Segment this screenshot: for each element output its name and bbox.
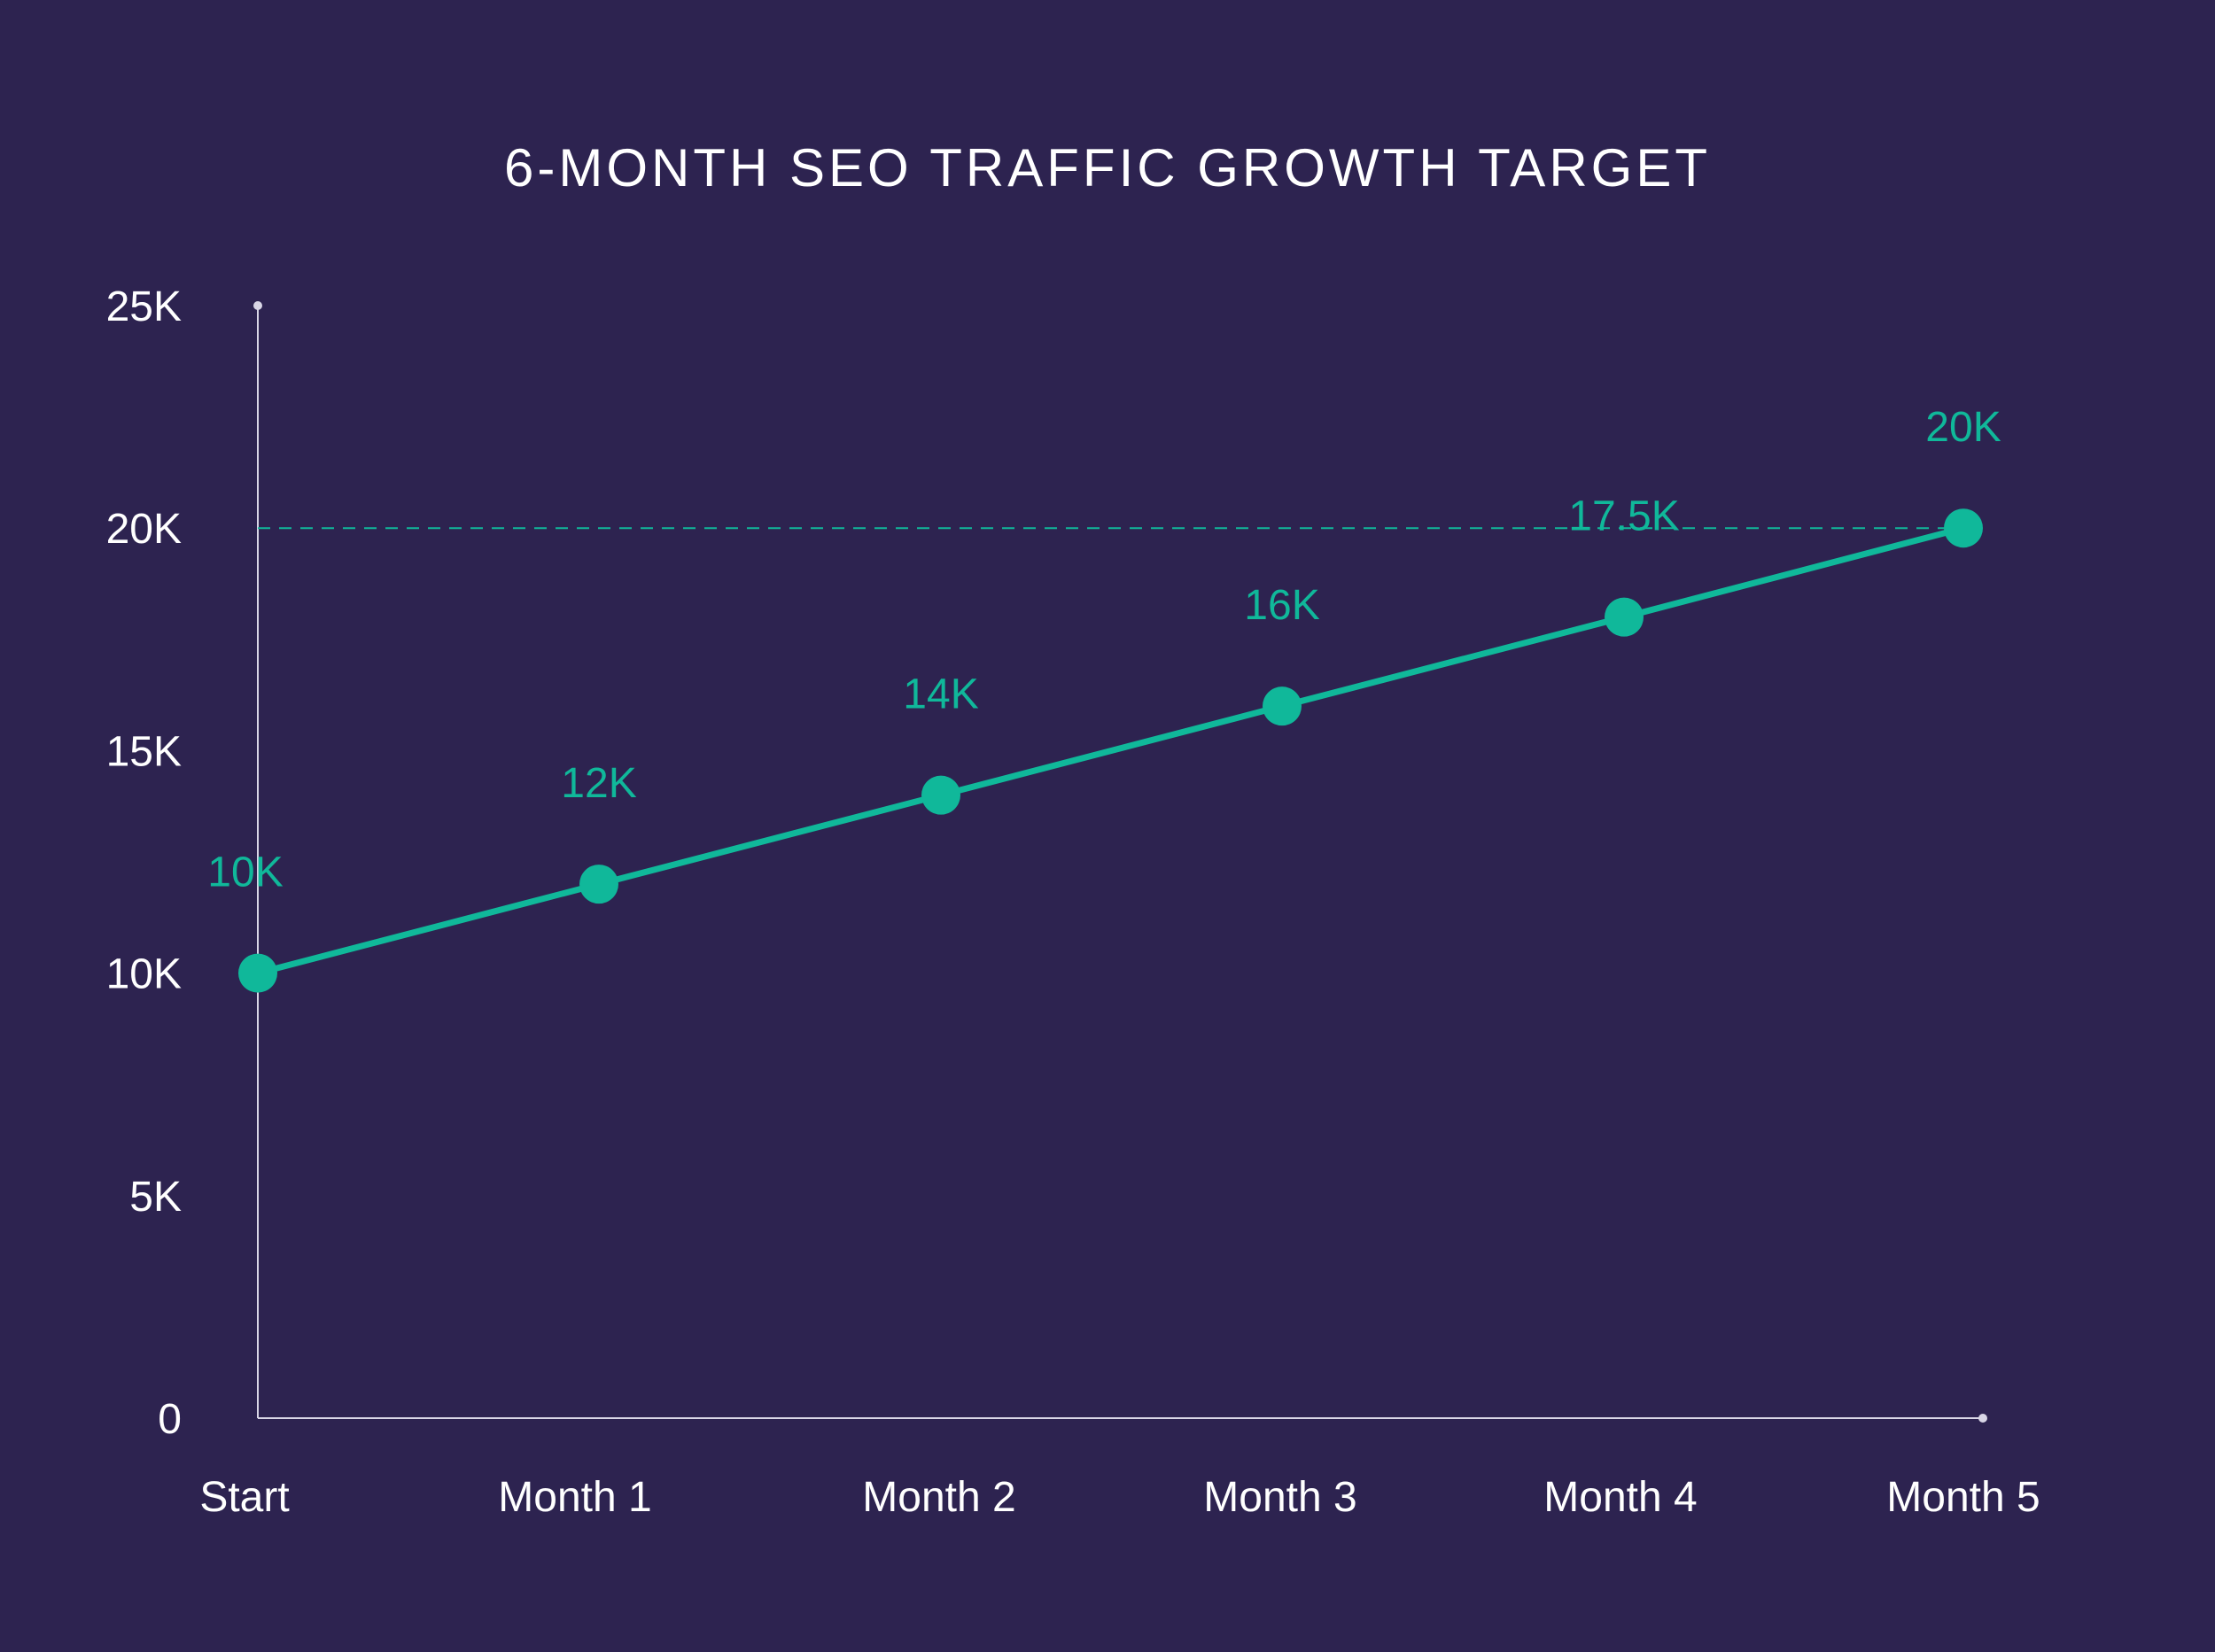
x-tick-label: Month 1 bbox=[498, 1474, 651, 1521]
y-tick-label: 15K bbox=[106, 728, 182, 775]
y-tick-label: 5K bbox=[129, 1174, 182, 1221]
data-label: 10K bbox=[207, 849, 283, 896]
x-tick-label: Month 4 bbox=[1543, 1474, 1697, 1521]
data-label: 20K bbox=[1925, 404, 2001, 451]
data-point bbox=[579, 865, 618, 904]
x-axis-end-dot bbox=[1978, 1414, 1987, 1423]
series-layer bbox=[238, 508, 1983, 993]
y-tick-label: 25K bbox=[106, 283, 182, 330]
x-tick-label: Start bbox=[199, 1474, 289, 1521]
data-point bbox=[921, 775, 960, 815]
data-label: 17.5K bbox=[1568, 493, 1679, 540]
y-tick-label: 10K bbox=[106, 951, 182, 998]
data-point bbox=[1944, 508, 1983, 548]
data-label: 14K bbox=[903, 671, 978, 718]
axes: 0 5K 10K 15K 20K 25K Start Month 1 Month 2 Month … bbox=[106, 283, 2040, 1521]
data-label: 12K bbox=[561, 760, 636, 807]
data-label: 16K bbox=[1244, 582, 1319, 629]
data-point bbox=[238, 953, 277, 993]
data-point bbox=[1263, 686, 1302, 726]
y-axis-end-dot bbox=[253, 301, 262, 310]
y-tick-label: 20K bbox=[106, 506, 182, 553]
data-point bbox=[1605, 597, 1644, 637]
series-line bbox=[257, 524, 1964, 976]
x-tick-label: Month 3 bbox=[1203, 1474, 1356, 1521]
x-tick-label: Month 5 bbox=[1886, 1474, 2040, 1521]
chart-title: 6-MONTH SEO TRAFFIC GROWTH TARGET bbox=[504, 138, 1711, 198]
labels-layer: 10K 12K 14K 16K 17.5K 20K bbox=[207, 404, 2001, 896]
x-tick-label: Month 2 bbox=[862, 1474, 1015, 1521]
y-tick-label: 0 bbox=[158, 1396, 182, 1443]
